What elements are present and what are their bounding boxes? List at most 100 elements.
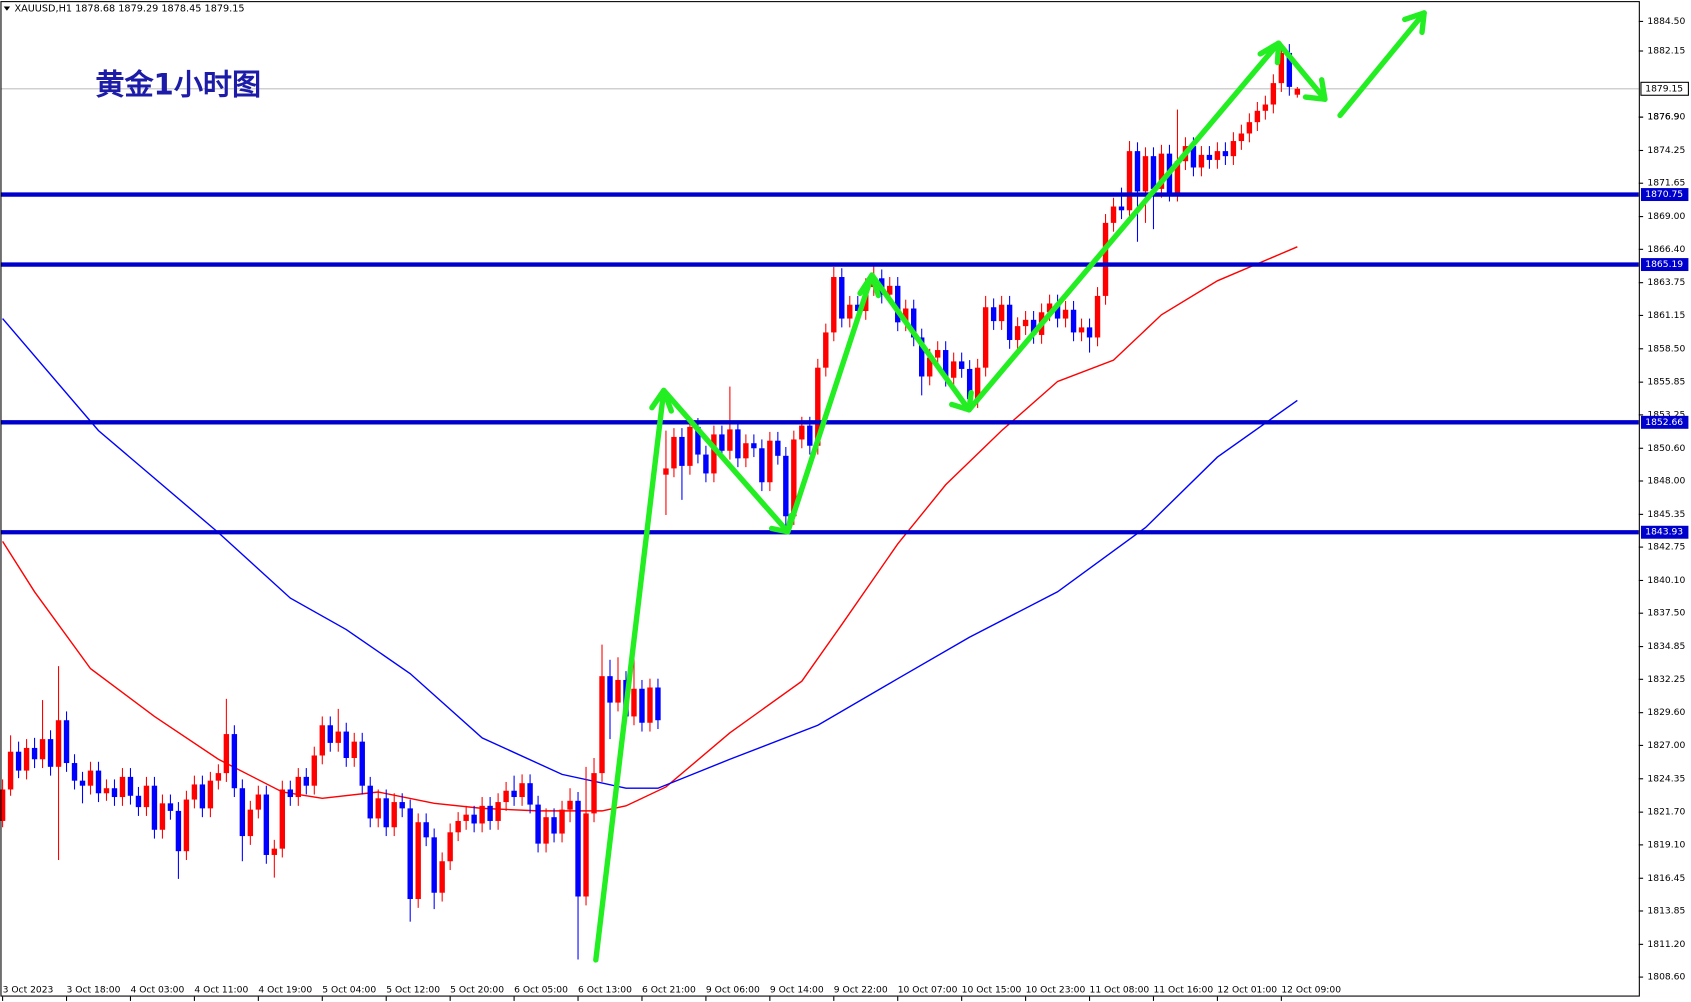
candle-body [519,783,525,798]
y-tick-label: 1842.75 [1647,542,1685,553]
candle-body [319,725,325,756]
candle-body [1286,52,1293,87]
level-box [1640,525,1689,539]
y-tick-label: 1819.10 [1647,839,1685,850]
candle-body [887,285,893,295]
candle-body [1270,83,1277,105]
candle-body [255,794,262,810]
candle-body [463,814,469,821]
candle-body [1142,156,1149,192]
level-label: 1852.66 [1645,417,1683,428]
level-box [1640,188,1689,202]
y-tick-label: 1876.9 [1647,112,1679,123]
candle-body [711,434,717,474]
candle-body [55,720,62,767]
x-tick-label: 11 Oct 16:00 [1153,985,1213,996]
x-tick-label: 12 Oct 01:00 [1217,985,1277,996]
x-tick-label: 6 Oct 05:00 [514,985,568,996]
candle-body [1206,154,1213,160]
y-tick-label: 1811.20 [1647,939,1685,950]
y-tick-label: 1813.85 [1647,905,1685,916]
y-tick-label: 1874.25 [1647,145,1685,156]
y-tick-label: 1858.50 [1647,343,1685,354]
candle-body [503,790,509,803]
candle-body [783,455,789,517]
y-tick-label: 1829.60 [1647,707,1685,718]
candle-body [1022,319,1029,327]
y-tick-label: 1816.45 [1647,873,1685,884]
y-tick-label: 1876.90 [1647,112,1685,123]
candle-body [919,337,925,377]
candle-body [743,443,749,459]
candle-body [847,304,853,319]
x-tick-label: 6 Oct 21:00 [642,985,696,996]
plot-frame [0,1,1640,997]
candle-body [0,789,6,821]
candle-body [71,763,78,781]
arrow-head [1257,40,1282,66]
candle-body [815,367,821,446]
candle-body [1134,151,1141,192]
candle-body [391,802,397,828]
menu-icon [3,6,11,11]
candle-body [311,755,317,786]
candle-body [455,820,461,833]
candle-body [950,361,957,378]
candle-body [727,429,733,451]
candle-body [655,687,661,721]
candle-body [647,687,653,723]
candle-body [471,814,477,824]
candle-body [1054,303,1061,319]
y-tick-label: 1850.60 [1647,443,1685,454]
x-tick-label: 12 Oct 09:00 [1281,985,1341,996]
candle-body [383,798,389,828]
candle-body [183,799,190,852]
candle-body [1238,133,1245,142]
x-tick-label: 5 Oct 20:00 [450,985,504,996]
y-tick-label: 1827.00 [1647,740,1685,751]
candle-body [111,788,118,798]
candle-body [903,308,909,323]
candle-body [1262,104,1269,111]
chart-title: 黄金1小时图 [95,67,261,101]
candle-body [415,822,421,900]
candle-body [1278,52,1285,84]
arrow-head [949,389,974,413]
candle-body [527,783,533,805]
candle-body [287,789,294,798]
candle-body [479,805,485,824]
y-tick-label: 1840.10 [1647,575,1685,586]
x-tick-label: 9 Oct 06:00 [706,985,760,996]
candle-body [1150,156,1157,189]
candle-body [535,804,541,844]
candle-body [942,350,949,378]
candle-body [119,776,126,798]
candle-body [631,688,637,717]
y-tick-label: 1824.35 [1647,773,1685,784]
candle-body [439,861,445,893]
candle-body [431,837,437,893]
candle-body [831,277,837,333]
candle-body [966,368,973,400]
x-tick-label: 5 Oct 04:00 [322,985,376,996]
candle-body [1174,161,1181,193]
candle-body [926,357,933,377]
candle-body [998,304,1005,322]
candle-body [231,734,238,789]
candle-body [1102,222,1109,296]
candle-body [407,808,413,900]
moving-average [1,246,1298,812]
level-box [1640,258,1689,272]
candle-body [327,725,333,743]
candle-body [271,848,278,855]
candle-body [599,676,605,774]
x-tick-label: 3 Oct 18:00 [67,985,121,996]
candle-body [775,440,781,456]
candle-body [543,817,549,844]
candle-body [839,277,845,319]
candle-body [303,776,309,786]
candle-body [1006,304,1013,340]
forecast-arrow [1337,10,1427,119]
candle-body [911,308,917,338]
candle-body [351,741,357,759]
